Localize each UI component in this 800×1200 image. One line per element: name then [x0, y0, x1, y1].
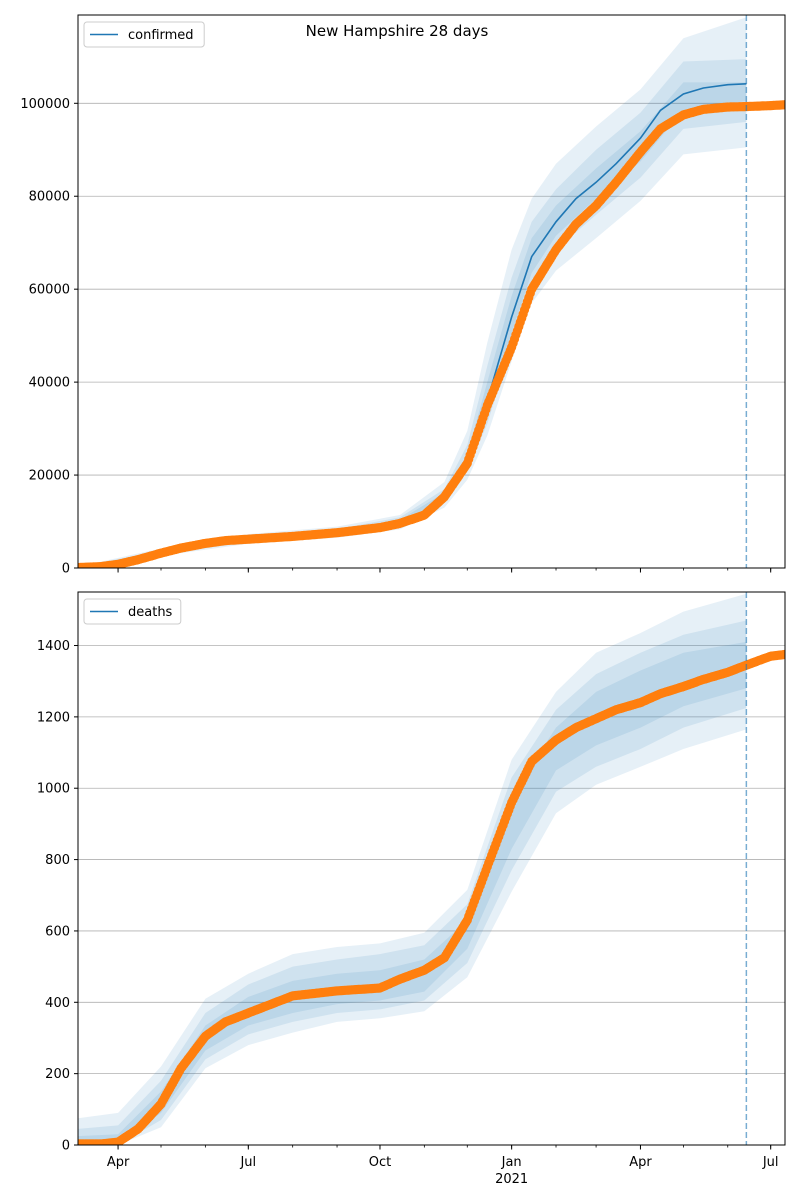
y-tick-label: 0 [62, 1139, 70, 1154]
x-tick-label: Apr [629, 1155, 652, 1170]
x-year-label: 2021 [495, 1172, 528, 1187]
uncertainty-band [78, 59, 747, 568]
figure-title: New Hampshire 28 days [306, 22, 489, 40]
y-tick-label: 100000 [20, 97, 70, 112]
y-tick-label: 0 [62, 562, 70, 577]
legend-box [83, 598, 182, 625]
axes-frame [77, 14, 786, 569]
x-tick-label: Jul [762, 1155, 779, 1170]
y-tick-label: 400 [45, 996, 70, 1011]
y-tick-label: 60000 [29, 283, 70, 298]
y-tick-label: 200 [45, 1067, 70, 1082]
legend-label: confirmed [128, 28, 194, 43]
plot-area [78, 593, 785, 1145]
legend-label: deaths [128, 605, 173, 620]
legend-box [83, 21, 205, 48]
x-tick-label: Oct [369, 1155, 391, 1170]
x-tick-label: Jan [501, 1155, 522, 1170]
uncertainty-band [78, 17, 747, 568]
y-tick-label: 800 [45, 853, 70, 868]
x-tick-label: Apr [107, 1155, 130, 1170]
y-tick-label: 600 [45, 924, 70, 939]
legend: confirmed [83, 21, 205, 48]
confirmed-panel: 0 20000 40000 60000 80000 100000 confirmed [20, 14, 786, 577]
y-tick-label: 80000 [29, 190, 70, 205]
y-tick-label: 1400 [37, 639, 70, 654]
observed-point [780, 649, 785, 659]
axes-frame [77, 591, 786, 1146]
y-tick-label: 1000 [37, 782, 70, 797]
y-tick-label: 1200 [37, 710, 70, 725]
legend: deaths [83, 598, 182, 625]
plot-area [78, 17, 785, 568]
y-tick-label: 40000 [29, 376, 70, 391]
y-tick-label: 20000 [29, 469, 70, 484]
x-tick-label: Jul [239, 1155, 256, 1170]
observed-point [780, 100, 785, 110]
uncertainty-band [78, 82, 747, 568]
deaths-panel: 0 200 400 600 800 1000 1200 1400 Apr Jul Oct Jan Apr… [37, 591, 786, 1187]
uncertainty-band [78, 641, 747, 1145]
uncertainty-band [78, 593, 747, 1145]
